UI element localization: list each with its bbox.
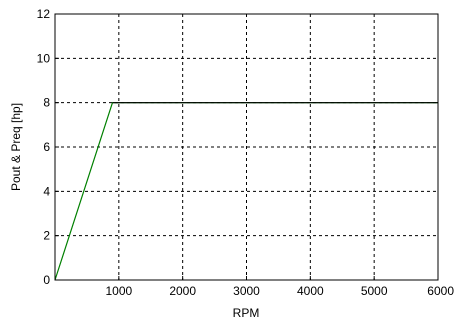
y-tick-label: 0 — [43, 273, 50, 287]
grid — [55, 14, 438, 280]
ticks: 1000 2000 3000 4000 5000 6000 0 2 4 6 8 10 12 — [37, 7, 454, 298]
x-tick-label: 1000 — [105, 284, 132, 298]
y-tick-label: 8 — [43, 96, 50, 110]
x-tick-label: 6000 — [427, 284, 454, 298]
x-tick-label: 2000 — [169, 284, 196, 298]
y-tick-label: 6 — [43, 140, 50, 154]
x-tick-label: 5000 — [361, 284, 388, 298]
y-tick-label: 10 — [37, 51, 51, 65]
y-tick-label: 12 — [37, 7, 51, 21]
y-tick-label: 4 — [43, 184, 50, 198]
x-tick-label: 4000 — [297, 284, 324, 298]
y-axis-label: Pout & Preq [hp] — [9, 103, 23, 191]
series-group — [54, 102, 438, 281]
x-tick-label: 3000 — [233, 284, 260, 298]
y-tick-label: 2 — [43, 229, 50, 243]
x-axis-label: RPM — [233, 306, 260, 320]
